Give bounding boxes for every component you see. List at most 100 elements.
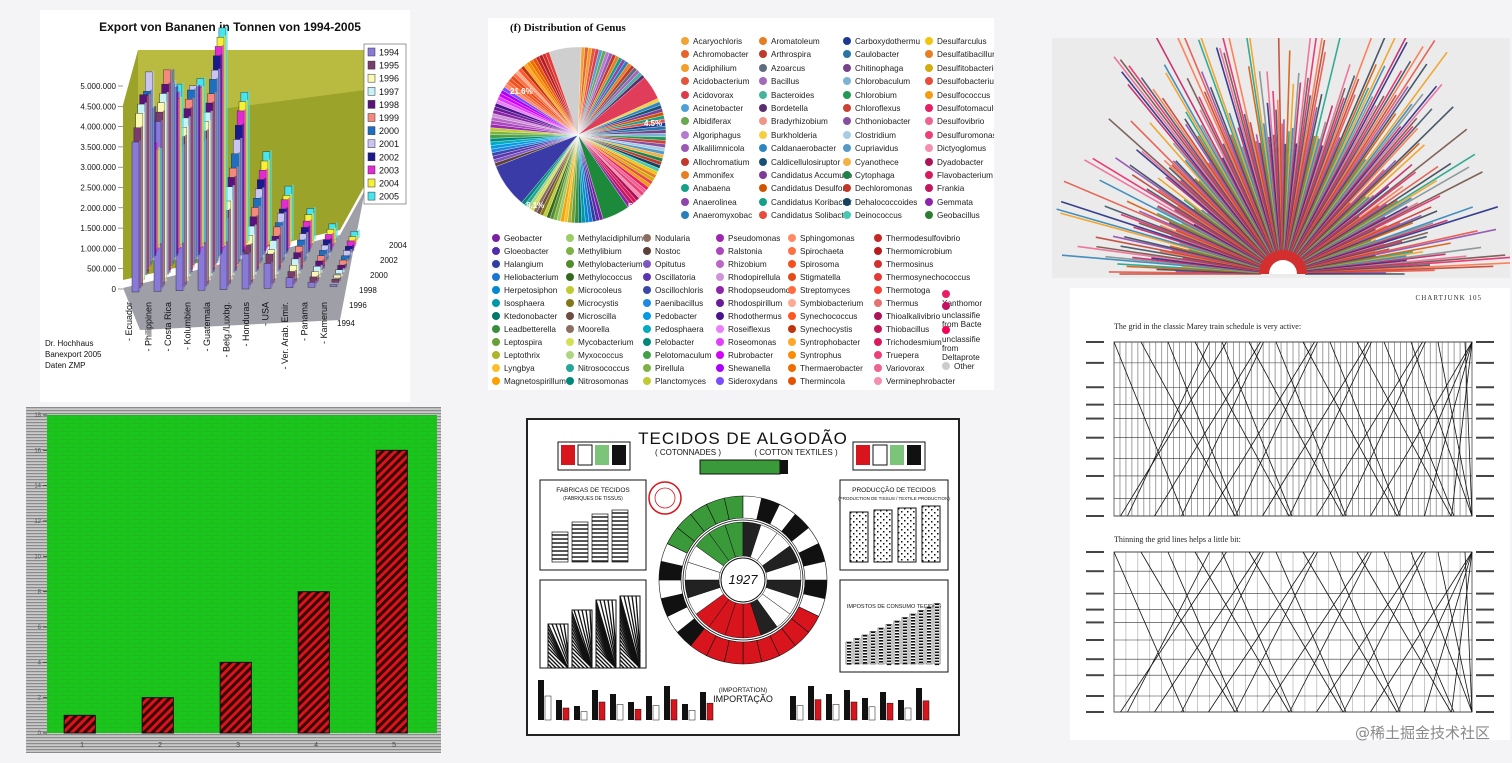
pie-label-4: 4.5% xyxy=(644,119,662,128)
legend-dot-icon xyxy=(925,37,933,45)
importacao-bar xyxy=(886,702,894,721)
banana-legend-swatch xyxy=(367,47,376,57)
legend-dot-icon xyxy=(681,130,689,139)
genus-legend-label: Anabaena xyxy=(693,184,731,194)
legend-dot-icon xyxy=(716,325,724,333)
banana-bar-side xyxy=(172,69,175,265)
banana-legend-swatch xyxy=(367,178,376,188)
banana-bar-side xyxy=(225,26,228,242)
banana-bar xyxy=(331,279,340,283)
green-y-tick: 16 xyxy=(34,448,41,454)
banana-bar-side xyxy=(278,234,281,270)
genus-legend-item: Syntrophus xyxy=(788,351,841,360)
producao-box xyxy=(839,479,949,571)
impostos-box xyxy=(839,579,949,673)
banana-bar-side xyxy=(230,199,233,280)
genus-legend-label: Ktedonobacter xyxy=(504,312,558,321)
legend-dot-icon xyxy=(925,90,933,99)
genus-legend-label: Dictyoglomus xyxy=(937,144,987,154)
genus-legend-label: Rhodospirillum xyxy=(728,299,783,308)
genus-legend-label: Desulfitobacteriu xyxy=(937,63,994,73)
banana-y-tick: 3.500.000 xyxy=(80,143,116,152)
genus-legend-label: Acidovorax xyxy=(693,90,734,100)
flag-green-right xyxy=(890,445,904,465)
banana-bar-side xyxy=(271,261,273,287)
legend-dot-icon xyxy=(681,50,689,59)
genus-legend-item: Clostridium xyxy=(843,130,896,140)
genus-legend-item: Desulfococcus xyxy=(925,90,990,100)
marey-station-label xyxy=(1086,457,1104,460)
banana-legend-label: 1995 xyxy=(379,61,399,71)
banana-bar-side xyxy=(234,175,237,271)
genus-legend-label: Gemmata xyxy=(937,197,973,207)
marey-train-line xyxy=(1140,551,1236,713)
genus-legend-item: Pedosphaera xyxy=(643,325,704,334)
flag-black xyxy=(612,445,626,465)
genus-legend-item: Variovorax xyxy=(874,364,925,373)
genus-legend-label: Bacillus xyxy=(771,77,800,87)
banana-bar-side xyxy=(348,254,351,260)
legend-dot-icon xyxy=(681,197,689,206)
genus-legend-item: Xanthomor xyxy=(942,290,992,308)
genus-legend-item: Thermosinus xyxy=(874,260,933,269)
genus-legend-item: Trichodesmium xyxy=(874,338,942,347)
genus-legend-label: Desulfuromonas xyxy=(937,130,994,140)
genus-legend-item: Planctomyces xyxy=(643,377,706,386)
genus-legend-label: Frankia xyxy=(937,184,965,194)
green-chart-bar xyxy=(375,449,408,734)
banana-legend-swatch xyxy=(367,113,376,122)
genus-legend-label: Geobacillus xyxy=(937,211,980,221)
genus-legend-label: Clostridium xyxy=(855,130,896,140)
genus-legend-label: Roseiflexus xyxy=(728,325,771,334)
marey-train-line xyxy=(1154,341,1261,517)
marey-train-line xyxy=(1248,551,1344,713)
banana-bar-side xyxy=(168,82,171,273)
importacao-bar xyxy=(646,696,652,720)
genus-legend-item: Microscilla xyxy=(566,312,616,321)
genus-legend-label: Achromobacter xyxy=(693,50,749,60)
producao-subtitle: (PRODUCTION DE TISSUS / TEXTILE PRODUCTI… xyxy=(838,496,950,501)
banana-bar-side xyxy=(276,239,279,274)
banana-legend-swatch xyxy=(367,191,376,201)
left-flag-box xyxy=(557,441,631,471)
legend-dot-icon xyxy=(925,130,933,139)
banana-bar-side xyxy=(164,101,167,282)
genus-legend-item: Desulfarculus xyxy=(925,37,987,46)
banana-bar-side xyxy=(247,90,250,241)
genus-legend-item: Bordetella xyxy=(759,104,808,113)
legend-dot-icon xyxy=(566,364,574,372)
banana-country-label: - Kamerun xyxy=(319,302,329,344)
capitaes-bars xyxy=(547,595,641,669)
genus-legend-label: Burkholderia xyxy=(771,130,817,140)
marey-train-line xyxy=(1451,551,1473,713)
legend-dot-icon xyxy=(843,197,851,206)
legend-dot-icon xyxy=(681,157,689,166)
importacao-bar xyxy=(664,686,670,720)
banana-bar-side xyxy=(282,221,285,262)
banana-bar-side xyxy=(284,211,287,257)
marey-train-line xyxy=(1451,341,1473,517)
genus-legend-item: Aromatoleum xyxy=(759,37,820,46)
marey-station-label xyxy=(1476,457,1494,460)
legend-dot-icon xyxy=(759,157,767,166)
legend-dot-icon xyxy=(643,351,651,359)
legend-dot-icon xyxy=(788,286,796,294)
banana-bar-side xyxy=(357,229,360,238)
importacao-bar xyxy=(610,694,616,720)
banana-country-label: - Guatemala xyxy=(202,302,212,352)
inner-ring-segment xyxy=(765,561,802,581)
fabricas-bars xyxy=(551,509,629,563)
genus-legend-item: Spirosoma xyxy=(788,260,839,269)
banana-bar-side xyxy=(324,254,327,265)
genus-legend-item: Leadbetterella xyxy=(492,325,556,334)
genus-legend-label: Pedobacter xyxy=(655,312,697,321)
importacao-bar xyxy=(562,707,570,721)
importacao-bar xyxy=(862,698,868,720)
genus-legend-label: Thermosinus xyxy=(886,260,934,269)
marey-station-label xyxy=(1086,695,1104,697)
legend-dot-icon xyxy=(925,117,933,126)
genus-legend-label: Candidatus Koribacter xyxy=(771,197,853,207)
genus-legend-label: Rhizobium xyxy=(728,260,767,269)
genus-legend-label: Thermaerobacter xyxy=(800,364,863,373)
watermark: @稀土掘金技术社区 xyxy=(1354,724,1490,742)
